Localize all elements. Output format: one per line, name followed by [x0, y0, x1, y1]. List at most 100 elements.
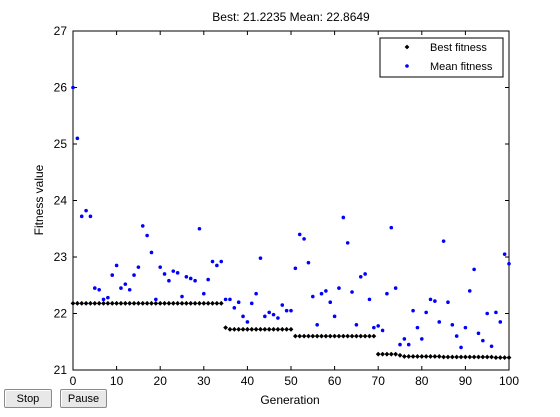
mean-fitness-point — [175, 271, 180, 275]
mean-fitness-point — [411, 308, 415, 313]
mean-fitness-point — [402, 337, 407, 341]
mean-fitness-point — [219, 259, 224, 264]
mean-fitness-point — [180, 294, 184, 299]
best-fitness-point — [284, 326, 290, 332]
mean-fitness-point — [372, 325, 376, 330]
mean-fitness-point — [415, 325, 420, 330]
best-fitness-point — [188, 300, 194, 306]
best-fitness-point — [101, 300, 106, 306]
best-fitness-point — [314, 333, 320, 339]
legend-label-mean: Mean fitness — [430, 61, 493, 73]
mean-fitness-point — [184, 274, 189, 279]
x-tick-label: 0 — [70, 374, 77, 388]
best-fitness-point — [109, 300, 115, 306]
mean-fitness-point — [502, 252, 507, 256]
mean-fitness-point — [110, 273, 115, 277]
mean-fitness-point — [332, 314, 337, 319]
mean-fitness-point — [481, 338, 485, 343]
best-fitness-point — [463, 354, 468, 360]
best-fitness-point — [183, 300, 189, 306]
y-tick-label: 21 — [54, 363, 68, 377]
mean-fitness-point — [302, 237, 306, 241]
best-fitness-point — [449, 354, 455, 360]
mean-fitness-point — [136, 265, 141, 269]
mean-fitness-point — [354, 323, 359, 327]
best-fitness-point — [79, 300, 85, 306]
mean-fitness-point — [167, 278, 171, 283]
mean-fitness-point — [140, 224, 145, 228]
mean-fitness-point — [271, 312, 276, 317]
mean-fitness-point — [280, 303, 285, 307]
mean-fitness-point — [341, 215, 346, 220]
best-fitness-point — [384, 351, 390, 357]
best-fitness-point — [393, 351, 399, 357]
best-fitness-point — [210, 300, 215, 306]
mean-fitness-point — [433, 299, 437, 303]
pause-button[interactable]: Pause — [60, 389, 107, 408]
mean-fitness-point — [145, 233, 149, 238]
best-fitness-point — [136, 300, 141, 306]
best-fitness-point — [92, 300, 98, 306]
best-fitness-point — [266, 326, 272, 332]
mean-fitness-point — [476, 331, 481, 336]
mean-fitness-point — [367, 297, 372, 302]
legend-marker-mean — [405, 64, 409, 68]
mean-fitness-point — [149, 250, 154, 255]
best-fitness-point — [205, 300, 211, 306]
best-fitness-point — [306, 333, 311, 339]
best-fitness-point — [223, 325, 228, 331]
x-tick-label: 20 — [154, 374, 168, 388]
mean-fitness-point — [127, 287, 132, 292]
mean-fitness-point — [97, 287, 101, 292]
best-fitness-point — [380, 351, 385, 357]
best-fitness-point — [149, 300, 154, 306]
mean-fitness-point — [485, 311, 490, 316]
mean-fitness-point — [393, 286, 398, 290]
x-tick-label: 90 — [459, 374, 473, 388]
mean-fitness-point — [289, 308, 293, 313]
best-fitness-point — [502, 355, 508, 360]
best-fitness-point — [240, 326, 246, 332]
x-tick-label: 100 — [499, 374, 519, 388]
mean-fitness-point — [293, 266, 298, 271]
best-fitness-point — [131, 300, 137, 306]
mean-fitness-point — [454, 334, 459, 338]
legend: Best fitness Mean fitness — [379, 37, 504, 78]
data-points — [70, 85, 512, 360]
best-fitness-point — [336, 333, 342, 339]
best-fitness-point — [70, 300, 76, 306]
best-fitness-point — [371, 333, 377, 339]
best-fitness-point — [458, 354, 464, 360]
mean-fitness-point — [284, 308, 289, 313]
best-fitness-point — [105, 300, 111, 306]
best-fitness-point — [358, 333, 364, 339]
best-fitness-point — [454, 354, 460, 360]
mean-fitness-point — [197, 226, 202, 231]
mean-fitness-point — [380, 328, 385, 333]
y-tick-label: 22 — [54, 307, 68, 321]
mean-fitness-point — [114, 263, 119, 268]
mean-fitness-point — [188, 276, 193, 281]
best-fitness-point — [471, 354, 477, 360]
mean-fitness-point — [358, 274, 363, 279]
mean-fitness-point — [241, 314, 245, 319]
best-fitness-point — [506, 355, 512, 360]
mean-fitness-point — [263, 314, 267, 319]
best-fitness-point — [484, 354, 490, 360]
best-fitness-point — [497, 355, 503, 360]
stop-button[interactable]: Stop — [4, 389, 52, 408]
mean-fitness-point — [311, 294, 315, 299]
best-fitness-point — [201, 300, 207, 306]
best-fitness-point — [279, 326, 285, 332]
best-fitness-point — [432, 354, 438, 359]
mean-fitness-point — [319, 291, 324, 296]
mean-fitness-point — [249, 301, 254, 306]
mean-fitness-point — [494, 310, 498, 315]
best-fitness-point — [480, 354, 486, 360]
x-tick-label: 80 — [415, 374, 429, 388]
mean-fitness-point — [267, 310, 272, 315]
best-fitness-point — [122, 300, 128, 306]
best-fitness-point — [170, 300, 176, 306]
x-tick-label: 50 — [284, 374, 298, 388]
